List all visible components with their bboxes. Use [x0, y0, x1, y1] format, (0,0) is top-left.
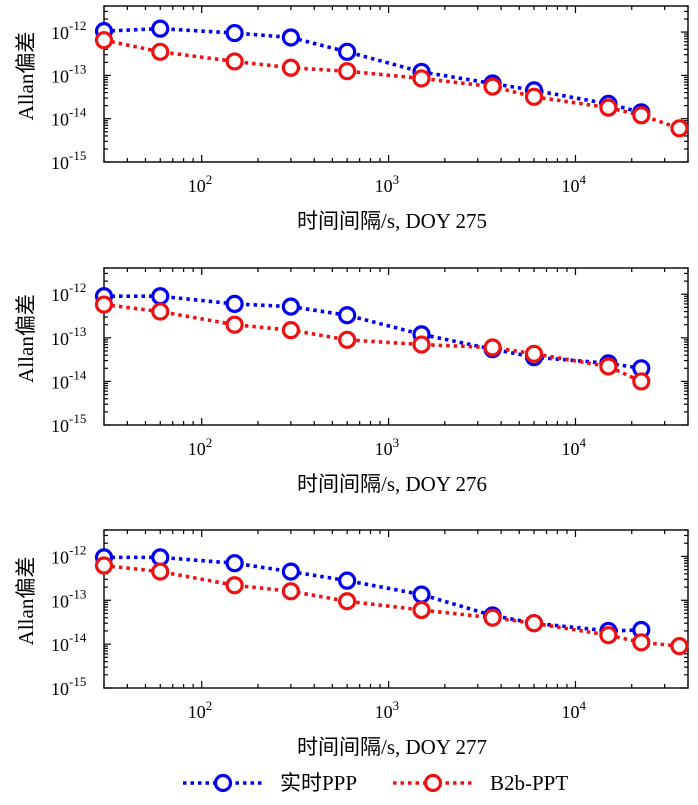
x-axis-label: 时间间隔/s, DOY 276 [297, 472, 487, 496]
x-tick-label: 103 [375, 435, 400, 459]
y-tick-label: 10-13 [51, 324, 86, 349]
legend-marker [423, 773, 443, 793]
data-point-realtime-ppp [281, 562, 300, 581]
y-tick-label: 10-15 [51, 148, 86, 173]
y-axis-label: Allan偏差 [14, 32, 38, 121]
x-tick-label: 104 [561, 698, 586, 722]
x-tick-label: 102 [188, 698, 213, 722]
series-line-realtime-ppp [103, 26, 642, 115]
series-line-realtime-ppp [104, 294, 642, 371]
data-point-b2b-ppt [632, 106, 651, 125]
y-tick-label: 10-14 [51, 105, 87, 130]
data-point-b2b-ppt [338, 330, 357, 349]
x-axis-label: 时间间隔/s, DOY 275 [297, 209, 487, 233]
series-line-realtime-ppp [104, 555, 642, 633]
x-tick-label: 102 [188, 172, 213, 196]
data-point-b2b-ppt [412, 335, 431, 354]
x-tick-label: 103 [375, 698, 400, 722]
x-tick-label: 102 [188, 435, 213, 459]
series-line-b2b-ppt [103, 563, 680, 648]
x-tick-label: 104 [561, 435, 586, 459]
y-tick-label: 10-12 [51, 18, 86, 43]
data-point-realtime-ppp [338, 571, 357, 590]
data-point-b2b-ppt [670, 637, 689, 656]
data-point-realtime-ppp [225, 554, 244, 573]
data-point-b2b-ppt [338, 62, 357, 81]
series-line-b2b-ppt [103, 302, 643, 384]
y-tick-label: 10-13 [51, 586, 86, 611]
data-point-b2b-ppt [94, 295, 114, 314]
y-tick-label: 10-15 [51, 674, 86, 699]
data-point-realtime-ppp [225, 23, 244, 43]
y-tick-label: 10-12 [51, 280, 86, 305]
y-tick-label: 10-12 [51, 542, 86, 567]
data-point-b2b-ppt [670, 119, 689, 138]
data-point-b2b-ppt [225, 52, 244, 71]
data-point-b2b-ppt [524, 87, 544, 106]
plot-frame [103, 5, 689, 163]
series-line-b2b-ppt [103, 38, 681, 131]
data-point-b2b-ppt [225, 315, 244, 334]
data-point-realtime-ppp [225, 294, 244, 314]
data-point-b2b-ppt [281, 58, 300, 77]
data-point-realtime-ppp [412, 585, 431, 604]
data-point-realtime-ppp [281, 28, 300, 47]
data-point-b2b-ppt [483, 338, 502, 357]
legend-marker [213, 773, 233, 793]
data-point-b2b-ppt [632, 372, 651, 391]
data-point-b2b-ppt [94, 31, 114, 50]
legend-label: B2b-PPT [490, 771, 568, 795]
y-tick-label: 10-13 [51, 61, 86, 86]
data-point-b2b-ppt [599, 357, 618, 376]
data-point-b2b-ppt [151, 302, 170, 321]
y-tick-label: 10-14 [51, 630, 87, 655]
data-point-b2b-ppt [94, 556, 114, 575]
y-axis-label: Allan偏差 [14, 294, 38, 383]
data-point-realtime-ppp [151, 287, 170, 306]
data-point-b2b-ppt [483, 608, 502, 627]
data-point-b2b-ppt [599, 98, 618, 117]
y-tick-label: 10-15 [51, 411, 86, 436]
data-point-b2b-ppt [338, 592, 357, 611]
data-point-realtime-ppp [338, 42, 357, 61]
plot-frame [103, 267, 689, 426]
data-point-realtime-ppp [281, 297, 300, 316]
y-axis-label: Allan偏差 [14, 557, 38, 646]
data-point-b2b-ppt [632, 633, 651, 652]
data-point-b2b-ppt [524, 344, 544, 363]
x-tick-label: 104 [561, 172, 586, 196]
chart-panel-2: 102 103 104 10-15 10-14 10-13 10-12 时间间隔/s, DOY… [14, 267, 689, 496]
y-tick-label: 10-14 [51, 367, 87, 392]
data-point-b2b-ppt [151, 562, 170, 581]
data-point-b2b-ppt [281, 321, 300, 340]
x-axis-label: 时间间隔/s, DOY 277 [297, 735, 487, 759]
chart-panel-3: 102 103 104 10-15 10-14 10-13 10-12 时间间隔/s, DOY… [14, 529, 689, 759]
data-point-b2b-ppt [599, 626, 618, 645]
data-point-b2b-ppt [412, 600, 431, 620]
data-point-b2b-ppt [225, 576, 244, 595]
data-point-b2b-ppt [281, 582, 300, 601]
data-point-realtime-ppp [338, 306, 357, 325]
chart-panel-1: 102 103 104 10-15 10-14 10-13 10-12 时间间隔/s, DOY… [14, 5, 689, 233]
data-point-b2b-ppt [483, 77, 502, 96]
legend-label: 实时PPP [280, 771, 357, 795]
data-point-b2b-ppt [524, 614, 544, 633]
data-point-b2b-ppt [412, 69, 431, 88]
legend: 实时PPP B2b-PPT [183, 771, 568, 795]
data-point-b2b-ppt [151, 42, 170, 61]
plot-frame [103, 529, 689, 689]
data-point-realtime-ppp [151, 19, 170, 38]
x-tick-label: 103 [375, 172, 400, 196]
